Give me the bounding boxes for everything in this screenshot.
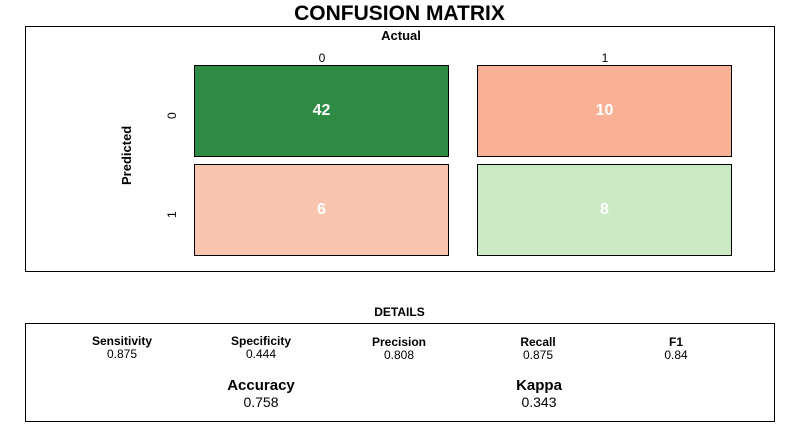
matrix-cell-0-0: 42 bbox=[194, 65, 449, 157]
details-panel: Sensitivity 0.875 Specificity 0.444 Prec… bbox=[25, 323, 775, 422]
accuracy-label: Accuracy bbox=[227, 377, 295, 394]
kappa-label: Kappa bbox=[516, 377, 562, 394]
metric-name: Specificity bbox=[230, 334, 292, 348]
metric-value: 0.444 bbox=[245, 347, 277, 361]
kappa-block: Kappa 0.343 bbox=[459, 377, 619, 410]
metric-value: 0.808 bbox=[383, 348, 415, 362]
matrix-cell-value: 8 bbox=[600, 201, 609, 218]
matrix-panel: Actual Predicted 0 1 0 1 42 10 6 8 bbox=[25, 26, 775, 272]
x-tick-1: 1 bbox=[601, 51, 609, 65]
matrix-cell-1-1: 8 bbox=[477, 164, 732, 256]
metric-value: 0.84 bbox=[664, 348, 688, 362]
metric-sensitivity: Sensitivity 0.875 bbox=[62, 335, 182, 361]
accuracy-value: 0.758 bbox=[243, 394, 279, 410]
metric-f1: F1 0.84 bbox=[616, 336, 736, 362]
metric-name: F1 bbox=[668, 335, 683, 349]
metric-name: Precision bbox=[371, 335, 427, 349]
matrix-cell-1-0: 6 bbox=[194, 164, 449, 256]
accuracy-block: Accuracy 0.758 bbox=[181, 377, 341, 410]
metric-specificity: Specificity 0.444 bbox=[201, 335, 321, 361]
details-title: DETAILS bbox=[374, 305, 425, 319]
chart-title: CONFUSION MATRIX bbox=[294, 2, 505, 25]
kappa-value: 0.343 bbox=[521, 394, 557, 410]
y-tick-0: 0 bbox=[165, 112, 179, 119]
metric-value: 0.875 bbox=[522, 348, 554, 362]
matrix-cell-value: 10 bbox=[595, 102, 614, 119]
metric-name: Recall bbox=[520, 335, 556, 349]
metric-recall: Recall 0.875 bbox=[478, 336, 598, 362]
y-tick-1: 1 bbox=[165, 211, 179, 218]
y-axis-label: Predicted bbox=[119, 125, 134, 185]
matrix-cell-value: 6 bbox=[317, 201, 326, 218]
x-tick-0: 0 bbox=[318, 51, 326, 65]
matrix-cell-0-1: 10 bbox=[477, 65, 732, 157]
metric-value: 0.875 bbox=[106, 347, 138, 361]
x-axis-label: Actual bbox=[381, 28, 421, 43]
metric-name: Sensitivity bbox=[91, 334, 153, 348]
matrix-cell-value: 42 bbox=[312, 102, 331, 119]
metric-precision: Precision 0.808 bbox=[339, 336, 459, 362]
